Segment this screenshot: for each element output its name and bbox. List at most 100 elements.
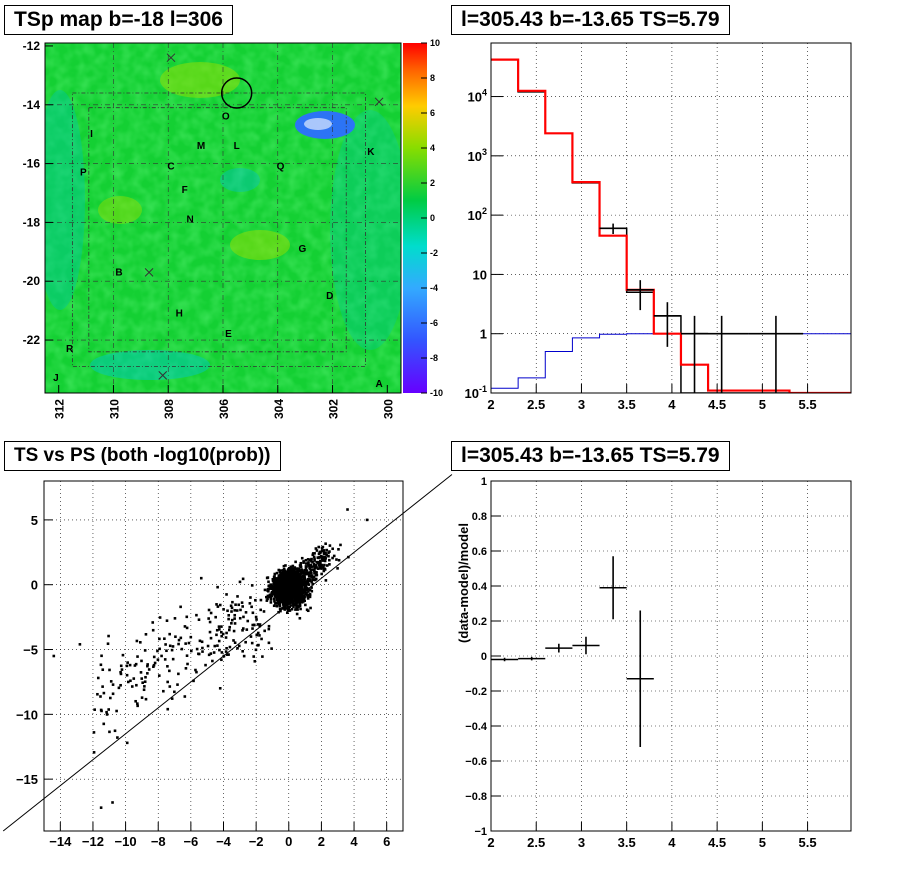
scatter-point [220, 634, 223, 638]
scatter-point [283, 574, 286, 578]
scatter-x-tick-label: −10 [115, 834, 137, 849]
scatter-point [310, 576, 314, 579]
colorbar-tick-label: 0 [430, 213, 435, 223]
scatter-point [281, 597, 285, 601]
scatter-point [297, 587, 301, 590]
scatter-point [52, 654, 56, 658]
scatter-point [109, 696, 112, 700]
scatter-point [105, 710, 108, 714]
scatter-point [298, 564, 302, 567]
scatter-point [255, 633, 259, 637]
scatter-point [310, 559, 313, 563]
scatter-point [289, 569, 293, 573]
scatter-point [320, 546, 324, 550]
scatter-point [212, 651, 216, 654]
scatter-point [228, 645, 232, 649]
scatter-point [248, 602, 252, 605]
scatter-point [225, 646, 228, 650]
scatter-point [310, 571, 313, 575]
scatter-point [313, 566, 317, 570]
scatter-point [320, 549, 324, 552]
scatter-point [151, 628, 155, 632]
scatter-point [286, 573, 289, 576]
scatter-point [259, 598, 263, 602]
scatter-point [295, 606, 299, 609]
scatter-point [323, 556, 327, 559]
scatter-point [286, 609, 290, 612]
residual-y-tick-label: −0.2 [465, 686, 487, 698]
map-coordinate-grid [45, 43, 401, 393]
scatter-point [301, 582, 304, 585]
scatter-point [162, 689, 165, 693]
scatter-point [295, 600, 298, 603]
residual-y-tick-label: 0.2 [472, 616, 487, 628]
scatter-point [297, 576, 301, 580]
colorbar-tick-label: 6 [430, 108, 435, 118]
scatter-point [144, 697, 148, 701]
scatter-point [265, 595, 268, 599]
scatter-point [226, 609, 229, 613]
scatter-point [310, 557, 313, 561]
spectrum-x-tick-label: 2 [487, 397, 494, 412]
scatter-point [177, 642, 180, 646]
scatter-point [143, 680, 147, 684]
scatter-point [290, 571, 294, 575]
scatter-point [279, 590, 283, 593]
scatter-point [296, 572, 299, 576]
scatter-point [218, 648, 221, 652]
scatter-point [299, 591, 303, 595]
scatter-point [295, 581, 298, 585]
scatter-point [177, 638, 181, 642]
scatter-point [285, 580, 289, 584]
scatter-point [165, 619, 169, 622]
scatter-point [279, 569, 283, 572]
scatter-point [260, 637, 263, 641]
scatter-point [156, 658, 160, 661]
colorbar-tick-label: 8 [430, 73, 435, 83]
map-source-label: R [66, 344, 74, 355]
scatter-point [214, 615, 217, 619]
scatter-point [290, 607, 294, 611]
scatter-point [272, 604, 276, 608]
scatter-point [281, 603, 285, 606]
scatter-point [301, 576, 305, 579]
scatter-point [92, 751, 96, 754]
scatter-point [300, 587, 304, 591]
scatter-point [265, 599, 269, 602]
scatter-point [311, 578, 315, 582]
scatter-point [301, 596, 304, 600]
scatter-point [328, 563, 331, 566]
scatter-point [308, 593, 312, 597]
scatter-point [168, 632, 171, 636]
scatter-point [136, 702, 139, 705]
scatter-point [189, 649, 193, 653]
scatter-point [296, 608, 299, 611]
spectrum-x-tick-label: 4 [668, 397, 676, 412]
scatter-point [303, 579, 306, 583]
residual-x-tick-label: 2 [487, 835, 494, 850]
scatter-point [274, 583, 278, 586]
scatter-point [158, 647, 161, 651]
scatter-point [284, 589, 287, 593]
scatter-point [163, 637, 166, 641]
scatter-point [168, 685, 172, 688]
scatter-point [325, 553, 328, 557]
scatter-point [184, 667, 188, 670]
scatter-point [308, 558, 312, 562]
map-region-outline [71, 92, 366, 367]
scatter-point [289, 567, 292, 571]
scatter-point [232, 629, 236, 633]
scatter-point [287, 576, 291, 580]
scatter-point [111, 692, 115, 696]
scatter-point [227, 617, 230, 621]
scatter-point [299, 565, 302, 569]
scatter-point [278, 577, 282, 581]
scatter-point [266, 587, 270, 591]
scatter-point [158, 637, 161, 641]
colorbar-tick-label: -4 [430, 283, 438, 293]
scatter-point [327, 554, 330, 558]
scatter-point [267, 584, 271, 588]
scatter-point [323, 559, 327, 563]
scatter-point [220, 651, 224, 654]
scatter-point [296, 569, 300, 572]
